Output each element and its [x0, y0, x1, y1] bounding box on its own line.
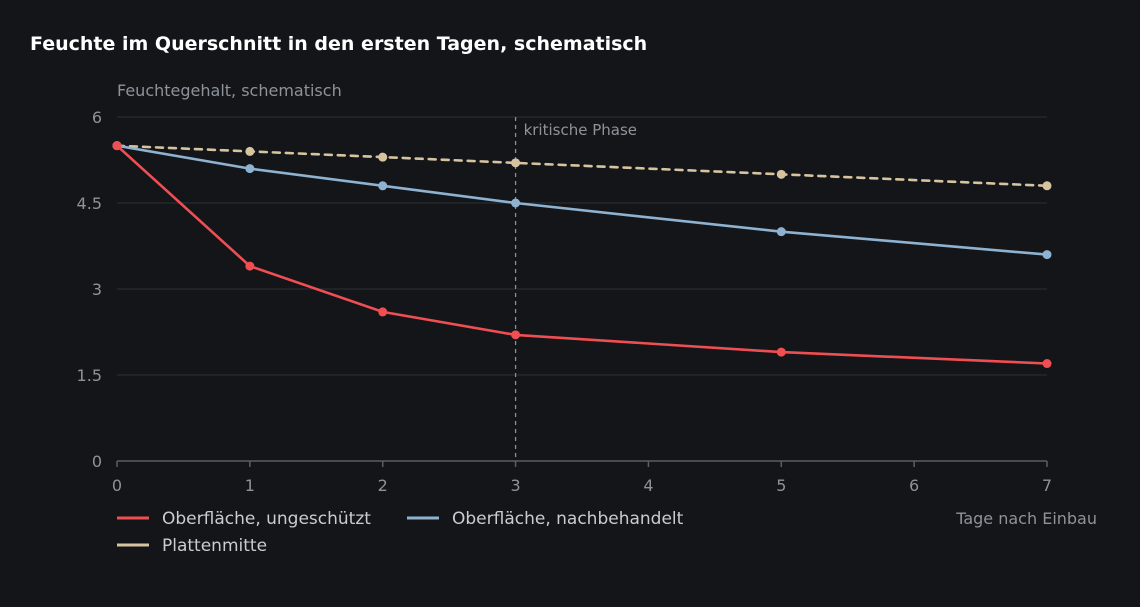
- series-line-0: [115, 144, 1049, 365]
- x-tick-label: 2: [378, 476, 388, 495]
- chart-title: Feuchte im Querschnitt in den ersten Tag…: [30, 33, 647, 55]
- data-point: [776, 227, 786, 237]
- x-tick-label: 3: [510, 476, 520, 495]
- grid-lines: [117, 116, 1047, 376]
- series-line-2: [115, 144, 1049, 188]
- data-point: [378, 152, 388, 162]
- y-axis-title: Feuchtegehalt, schematisch: [117, 81, 342, 100]
- data-point: [511, 330, 521, 340]
- x-tick-label: 4: [643, 476, 653, 495]
- y-tick-label: 1.5: [77, 366, 102, 385]
- data-point: [112, 141, 122, 151]
- data-point: [378, 307, 388, 317]
- legend-label: Plattenmitte: [162, 536, 267, 556]
- legend: Oberfläche, ungeschützt Oberfläche, nachb…: [117, 509, 684, 556]
- series-layer: [112, 141, 1052, 369]
- x-tick-label: 5: [776, 476, 786, 495]
- x-tick-label: 1: [245, 476, 255, 495]
- annotation-layer: kritische Phase: [514, 117, 637, 461]
- legend-item: Plattenmitte: [117, 536, 267, 556]
- legend-item: Oberfläche, nachbehandelt: [407, 509, 684, 529]
- series-line-1: [115, 144, 1049, 256]
- x-tick-label: 6: [909, 476, 919, 495]
- y-tick-label: 0: [92, 452, 102, 471]
- legend-label: Oberfläche, nachbehandelt: [452, 509, 684, 529]
- x-tick-label: 0: [112, 476, 122, 495]
- data-point: [245, 261, 255, 271]
- data-point: [511, 158, 521, 168]
- data-point: [1042, 181, 1052, 191]
- legend-label: Oberfläche, ungeschützt: [162, 509, 371, 529]
- axes: 0 1.5 3 4.5 6 0 1 2 3 4 5 6 7: [77, 108, 1053, 495]
- y-tick-label: 6: [92, 108, 102, 127]
- data-point: [1042, 250, 1052, 260]
- data-point: [776, 347, 786, 357]
- critical-phase-label: kritische Phase: [524, 121, 637, 139]
- data-point: [776, 169, 786, 179]
- data-point: [245, 146, 255, 156]
- data-point: [245, 164, 255, 174]
- data-point: [378, 181, 388, 191]
- legend-item: Oberfläche, ungeschützt: [117, 509, 371, 529]
- y-tick-label: 4.5: [77, 194, 102, 213]
- y-tick-label: 3: [92, 280, 102, 299]
- x-tick-label: 7: [1042, 476, 1052, 495]
- data-point: [1042, 359, 1052, 369]
- data-point: [511, 198, 521, 208]
- x-axis-title: Tage nach Einbau: [955, 509, 1097, 528]
